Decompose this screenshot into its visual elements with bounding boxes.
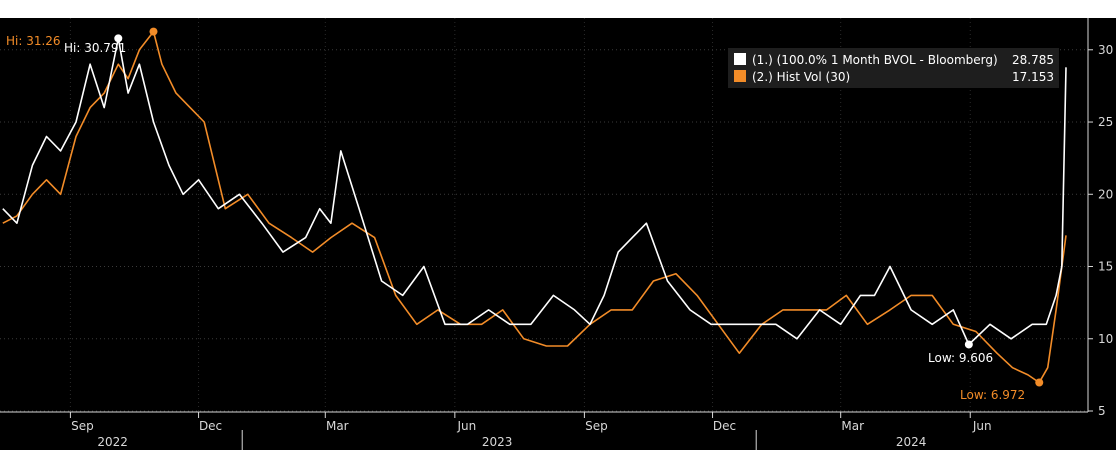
orange-hi-annotation: Hi: 31.26	[6, 34, 61, 48]
orange-low-marker	[1035, 378, 1044, 387]
y-tick-label: 20	[1098, 187, 1113, 201]
grid	[0, 18, 1088, 412]
y-tick-label: 5	[1098, 404, 1106, 418]
axis-background	[0, 411, 1116, 450]
legend-swatch-series-2	[734, 70, 746, 82]
y-tick-label: 15	[1098, 260, 1113, 274]
x-year-label: 2022	[97, 435, 128, 449]
x-year-label: 2023	[482, 435, 513, 449]
x-tick-label: Mar	[326, 419, 349, 433]
y-tick-label: 30	[1098, 43, 1113, 57]
orange-series-line	[2, 30, 1067, 384]
y-tick-label: 25	[1098, 115, 1113, 129]
y-axis-ticks: 5 10 15 20 25 30	[1088, 43, 1113, 418]
x-axis-ticks: Sep Dec Mar Jun Sep Dec Mar Jun	[69, 412, 992, 433]
legend-label-series-2: (2.) Hist Vol (30)	[752, 70, 850, 84]
x-tick-label: Dec	[199, 419, 222, 433]
orange-low-annotation: Low: 6.972	[960, 388, 1025, 402]
white-hi-marker	[114, 34, 123, 43]
x-tick-label: Jun	[972, 419, 992, 433]
legend-value-series-1: 28.785	[1012, 53, 1054, 67]
x-tick-label: Sep	[71, 419, 94, 433]
series-lines	[2, 30, 1067, 384]
orange-hi-marker	[149, 27, 158, 36]
white-low-annotation: Low: 9.606	[928, 351, 993, 365]
hi-low-markers	[114, 27, 1044, 387]
legend-box	[728, 48, 1059, 88]
legend-swatch-series-1	[734, 53, 746, 65]
x-tick-label: Sep	[585, 419, 608, 433]
x-tick-label: Dec	[713, 419, 736, 433]
y-axis-background	[1088, 18, 1116, 450]
x-axis-year-labels: 2022 2023 2024	[97, 430, 926, 450]
legend: (1.) (100.0% 1 Month BVOL - Bloomberg) 2…	[728, 48, 1059, 88]
x-tick-label: Jun	[456, 419, 476, 433]
x-year-label: 2024	[896, 435, 927, 449]
legend-value-series-2: 17.153	[1012, 70, 1054, 84]
white-low-marker	[964, 340, 973, 349]
white-hi-annotation: Hi: 30.791	[64, 41, 126, 55]
legend-label-series-1: (1.) (100.0% 1 Month BVOL - Bloomberg)	[752, 53, 998, 67]
y-tick-label: 10	[1098, 332, 1113, 346]
white-series-line	[2, 37, 1067, 346]
x-tick-label: Mar	[841, 419, 864, 433]
